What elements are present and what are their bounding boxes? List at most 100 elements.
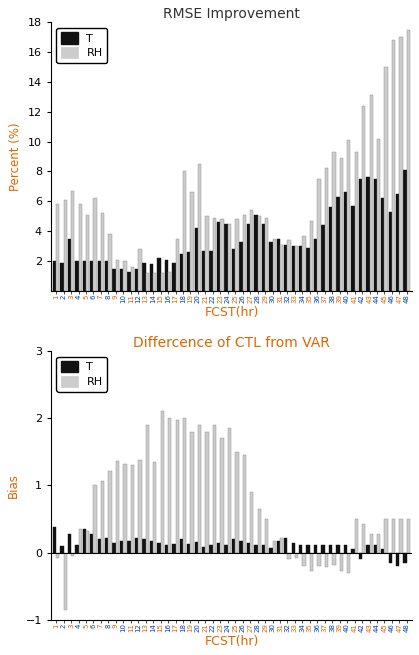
Bar [101,214,104,291]
Bar [284,538,287,553]
Bar [340,553,343,571]
Bar [258,509,261,553]
Bar [83,261,86,291]
Bar [295,553,298,558]
Bar [243,455,246,553]
Bar [225,224,228,291]
Bar [217,542,220,553]
Legend: T, RH: T, RH [57,356,107,392]
Bar [71,553,75,556]
Bar [172,544,176,553]
Bar [176,238,179,291]
Bar [388,553,392,563]
Bar [385,519,388,553]
Bar [247,224,250,291]
Bar [254,544,258,553]
Bar [187,544,191,553]
Bar [332,553,336,565]
Bar [344,544,347,553]
Bar [366,544,370,553]
Bar [340,158,343,291]
Bar [93,198,97,291]
Bar [123,261,127,291]
Bar [202,251,205,291]
Bar [213,217,216,291]
Bar [131,465,134,553]
Bar [78,204,82,291]
Y-axis label: Percent (%): Percent (%) [9,122,22,191]
Bar [239,540,243,553]
Bar [220,438,224,553]
Bar [210,544,213,553]
Bar [93,485,97,553]
Bar [336,544,340,553]
Bar [194,542,198,553]
Bar [321,225,325,291]
Bar [232,539,235,553]
Bar [157,258,160,291]
Bar [284,244,287,291]
Bar [359,553,362,559]
Bar [277,238,280,291]
Bar [127,272,131,291]
Bar [329,207,332,291]
Bar [347,140,351,291]
Bar [295,246,298,291]
Bar [160,411,164,553]
Bar [53,527,56,553]
Bar [314,238,317,291]
Bar [362,105,365,291]
Bar [205,432,209,553]
Bar [165,259,168,291]
Bar [146,425,149,553]
Bar [120,540,123,553]
Bar [243,215,246,291]
Bar [60,546,64,553]
Bar [71,191,75,291]
Bar [98,261,101,291]
Bar [228,224,231,291]
Bar [210,251,213,291]
Bar [120,269,123,291]
Bar [68,238,71,291]
Bar [262,544,265,553]
Bar [205,216,209,291]
Bar [90,261,93,291]
Bar [396,194,399,291]
Bar [180,539,183,553]
Bar [306,248,310,291]
Bar [403,553,407,563]
Bar [86,215,89,291]
Bar [403,170,407,291]
Bar [269,548,272,553]
Bar [239,242,243,291]
Bar [325,553,328,567]
Bar [287,240,291,291]
Bar [150,540,153,553]
Bar [317,179,321,291]
Bar [381,198,385,291]
Bar [407,29,410,291]
Bar [250,492,253,553]
Bar [317,553,321,566]
Bar [370,534,373,553]
Bar [306,544,310,553]
Bar [123,464,127,553]
Bar [60,263,64,291]
Bar [374,544,377,553]
Bar [153,273,156,291]
Bar [399,37,403,291]
Bar [321,544,325,553]
Bar [232,249,235,291]
Bar [109,471,112,553]
Bar [351,550,354,553]
Bar [407,519,410,553]
Bar [56,204,59,291]
Bar [228,428,231,553]
Bar [329,544,332,553]
Bar [150,264,153,291]
Bar [180,253,183,291]
Bar [90,534,93,553]
Bar [78,529,82,553]
Bar [68,534,71,553]
